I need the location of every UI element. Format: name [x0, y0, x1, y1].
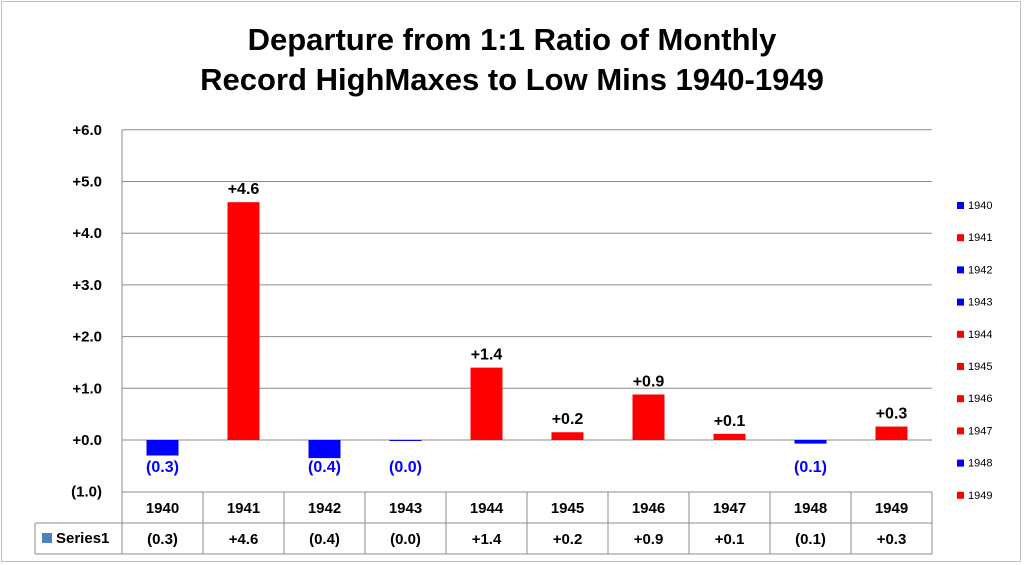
bar-1942	[308, 440, 341, 459]
legend-label: 1942	[968, 264, 992, 276]
legend-swatch	[957, 234, 964, 242]
data-label: (0.0)	[389, 459, 422, 476]
y-tick-label: +6.0	[72, 122, 102, 139]
legend-label: 1949	[968, 490, 992, 502]
table-value: (0.3)	[147, 531, 178, 548]
table-value: (0.1)	[795, 531, 826, 548]
legend-swatch	[957, 459, 964, 467]
legend-swatch	[957, 202, 964, 209]
x-tick-label: 1943	[389, 500, 422, 517]
data-label: (0.3)	[146, 459, 179, 476]
title-line-2: Record HighMaxes to Low Mins 1940-1949	[200, 62, 824, 97]
data-label: +0.1	[714, 413, 746, 430]
y-tick-label: +3.0	[72, 277, 102, 294]
y-tick-label: +0.0	[72, 432, 102, 449]
table-value: +0.3	[877, 531, 907, 548]
legend-label: 1940	[968, 200, 992, 212]
bar-1943	[389, 440, 422, 441]
y-tick-label: +5.0	[72, 174, 102, 191]
x-tick-label: 1941	[227, 500, 260, 517]
data-label: +4.6	[228, 181, 260, 198]
data-label: +0.2	[552, 411, 584, 428]
bar-1947	[713, 433, 746, 440]
x-tick-label: 1944	[470, 500, 504, 517]
table-value: +4.6	[229, 531, 259, 548]
title-line-1: Departure from 1:1 Ratio of Monthly	[247, 22, 777, 57]
legend-swatch	[957, 363, 964, 370]
legend-label: 1943	[968, 297, 992, 309]
bar-1945	[551, 432, 584, 440]
legend-swatch	[957, 330, 964, 338]
legend-label: 1948	[968, 458, 992, 470]
x-tick-label: 1948	[794, 500, 827, 517]
bar-1941	[227, 202, 260, 440]
legend-swatch	[957, 266, 964, 274]
legend-label: 1941	[968, 232, 992, 244]
data-label: (0.1)	[794, 459, 827, 476]
bar-1948	[794, 440, 827, 444]
legend-swatch	[957, 395, 964, 403]
table-value: +0.1	[715, 531, 745, 548]
data-label: (0.4)	[308, 459, 341, 476]
legend-swatch	[957, 427, 964, 435]
legend-swatch	[957, 298, 964, 306]
legend-label: 1944	[968, 329, 992, 341]
legend-label: 1947	[968, 425, 992, 437]
y-tick-label: +2.0	[72, 329, 102, 346]
table-row-label: Series1	[56, 530, 109, 547]
table-value: +0.2	[553, 531, 583, 548]
legend-swatch	[957, 491, 964, 499]
table-value: +1.4	[472, 531, 502, 548]
x-tick-label: 1946	[632, 500, 665, 517]
x-tick-label: 1940	[146, 500, 179, 517]
y-tick-label: +1.0	[72, 380, 102, 397]
bar-1944	[470, 367, 503, 440]
data-label: +0.9	[633, 374, 665, 391]
series-key-swatch	[42, 533, 52, 543]
chart-title: Departure from 1:1 Ratio of Monthly Reco…	[0, 20, 1024, 100]
x-tick-label: 1947	[713, 500, 746, 517]
data-label: +0.3	[876, 406, 908, 423]
bar-1946	[632, 394, 665, 440]
x-tick-label: 1942	[308, 500, 341, 517]
table-value: (0.4)	[309, 531, 340, 548]
x-tick-label: 1949	[875, 500, 908, 517]
data-label: +1.4	[471, 347, 503, 364]
y-tick-label: (1.0)	[71, 484, 102, 501]
table-value: (0.0)	[390, 531, 421, 548]
bar-1940	[146, 440, 179, 456]
legend-label: 1946	[968, 393, 992, 405]
bar-1949	[875, 426, 908, 440]
x-tick-label: 1945	[551, 500, 584, 517]
table-value: +0.9	[634, 531, 664, 548]
y-tick-label: +4.0	[72, 225, 102, 242]
legend-label: 1945	[968, 361, 992, 373]
